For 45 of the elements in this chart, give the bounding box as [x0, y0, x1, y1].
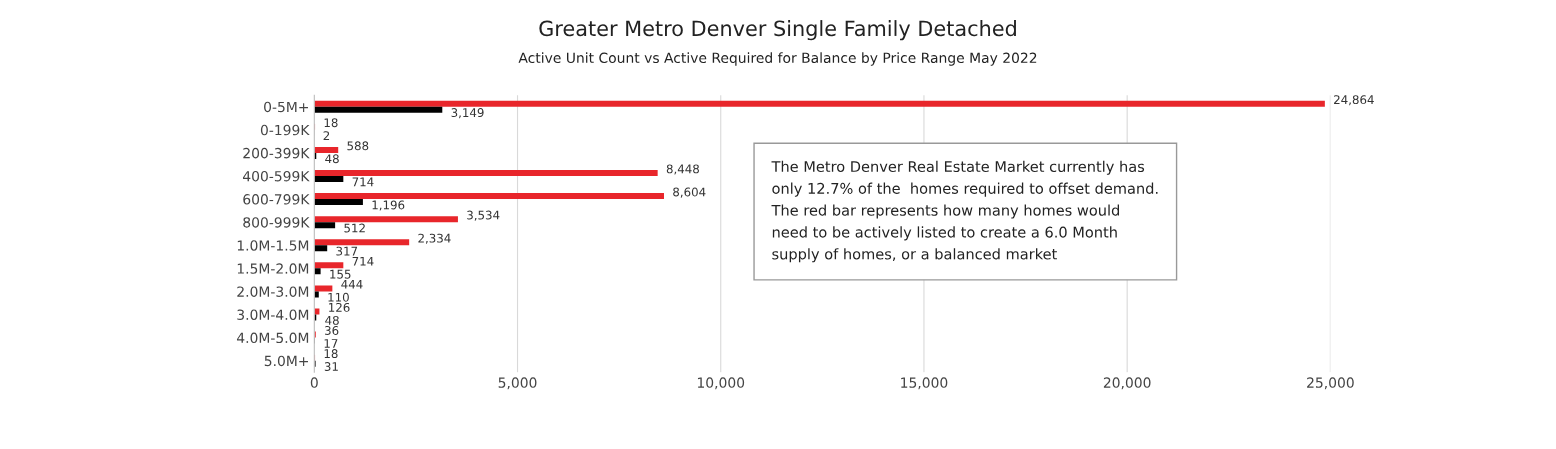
data-label: 126	[329, 302, 350, 312]
y-tick-label: 4.0M-5.0M	[236, 332, 309, 344]
y-tick-label: 3.0M-4.0M	[237, 309, 309, 320]
x-tick-label: 25,000	[1307, 377, 1354, 390]
y-tick-label: 200-399K	[243, 147, 310, 159]
y-tick-label: 0-199K	[260, 124, 310, 136]
y-tick-label: 2.0M-3.0M	[237, 286, 309, 297]
y-tick-label: 1.0M-1.5M	[237, 240, 309, 251]
x-tick-label: 0	[310, 377, 318, 388]
data-label: 3,534	[467, 210, 500, 221]
data-label: 588	[347, 141, 369, 151]
x-tick-label: 10,000	[697, 377, 745, 390]
y-tick-label: 600-799K	[243, 194, 310, 205]
data-label: 2,334	[418, 233, 451, 244]
y-tick-label: 0-5M+	[264, 101, 308, 113]
data-label: 8,448	[666, 164, 699, 175]
data-label: 24,864	[1334, 95, 1374, 106]
annotation: The Metro Denver Real Estate Market currently has only 12.7% of the homes required to offset demand. The red bar represents how many homes would need to be actively listed to create a 6.0 Month supply of homes, or a balanced market	[771, 160, 1158, 263]
x-tick-label: 20,000	[1103, 377, 1151, 390]
data-label: 18	[324, 118, 338, 128]
chart-title: Greater Metro Denver Single Family Detached	[539, 20, 1016, 41]
data-label: 18	[324, 349, 338, 359]
data-label: 110	[328, 292, 349, 302]
data-label: 36	[325, 326, 339, 335]
data-label: 3,149	[451, 108, 484, 119]
y-tick-label: 5.0M+	[264, 355, 308, 367]
y-tick-label: 400-599K	[242, 170, 310, 182]
data-label: 512	[344, 223, 365, 233]
data-label: 17	[324, 339, 338, 348]
data-label: 317	[336, 246, 358, 256]
data-label: 714	[352, 177, 374, 187]
y-tick-label: 1.5M-2.0M	[237, 263, 309, 274]
x-tick-label: 5,000	[498, 377, 537, 390]
data-label: 155	[330, 269, 351, 279]
data-label: 48	[325, 154, 339, 164]
data-label: 2	[323, 131, 330, 140]
y-tick-label: 800-999K	[243, 217, 310, 228]
data-label: 714	[352, 256, 374, 266]
data-label: 444	[341, 280, 363, 289]
data-label: 31	[324, 362, 338, 371]
data-label: 8,604	[673, 187, 706, 198]
data-label: 48	[325, 315, 339, 325]
data-label: 1,196	[372, 200, 405, 211]
x-tick-label: 15,000	[901, 377, 948, 390]
chart-subtitle: Active Unit Count vs Active Required for Balance by Price Range May 2022	[518, 52, 1037, 66]
